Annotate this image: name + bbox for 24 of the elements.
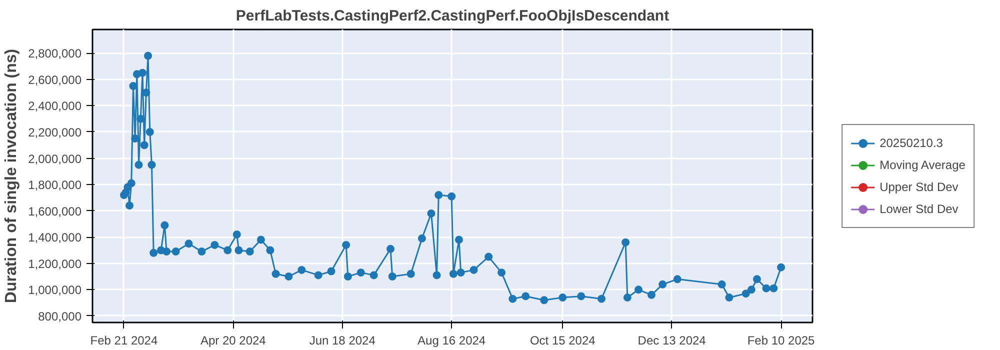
legend-label: Lower Std Dev [880,202,958,216]
chart-title: PerfLabTests.CastingPerf2.CastingPerf.FooObjIsDescendant [236,8,670,24]
y-tick-label: 2,200,000 [28,125,82,140]
y-axis-title: Duration of single invocation (ns) [3,48,20,304]
y-tick-label: 1,800,000 [28,178,82,192]
y-tick-label: 1,600,000 [28,204,82,218]
legend-label: 20250210.3 [880,136,943,150]
y-tick-label: 2,000,000 [28,152,82,166]
x-tick-label: Aug 16 2024 [418,334,486,348]
y-tick-label: 1,200,000 [28,256,82,271]
x-tick-label: Dec 13 2024 [638,334,706,348]
x-tick-label: Feb 10 2025 [747,334,816,348]
x-tick-label: Apr 20 2024 [200,334,266,348]
x-tick-label: Feb 21 2024 [90,334,158,348]
legend-label: Upper Std Dev [880,180,958,194]
y-tick-label: 2,600,000 [28,72,82,87]
x-tick-label: Oct 15 2024 [530,334,596,348]
y-tick-label: 1,000,000 [28,283,82,298]
y-tick-label: 800,000 [38,309,82,324]
y-tick-label: 2,400,000 [28,99,82,114]
y-tick-label: 1,400,000 [28,230,82,245]
y-tick-label: 2,800,000 [28,46,82,61]
legend-label: Moving Average [880,158,966,172]
x-tick-label: Jun 18 2024 [309,334,376,348]
